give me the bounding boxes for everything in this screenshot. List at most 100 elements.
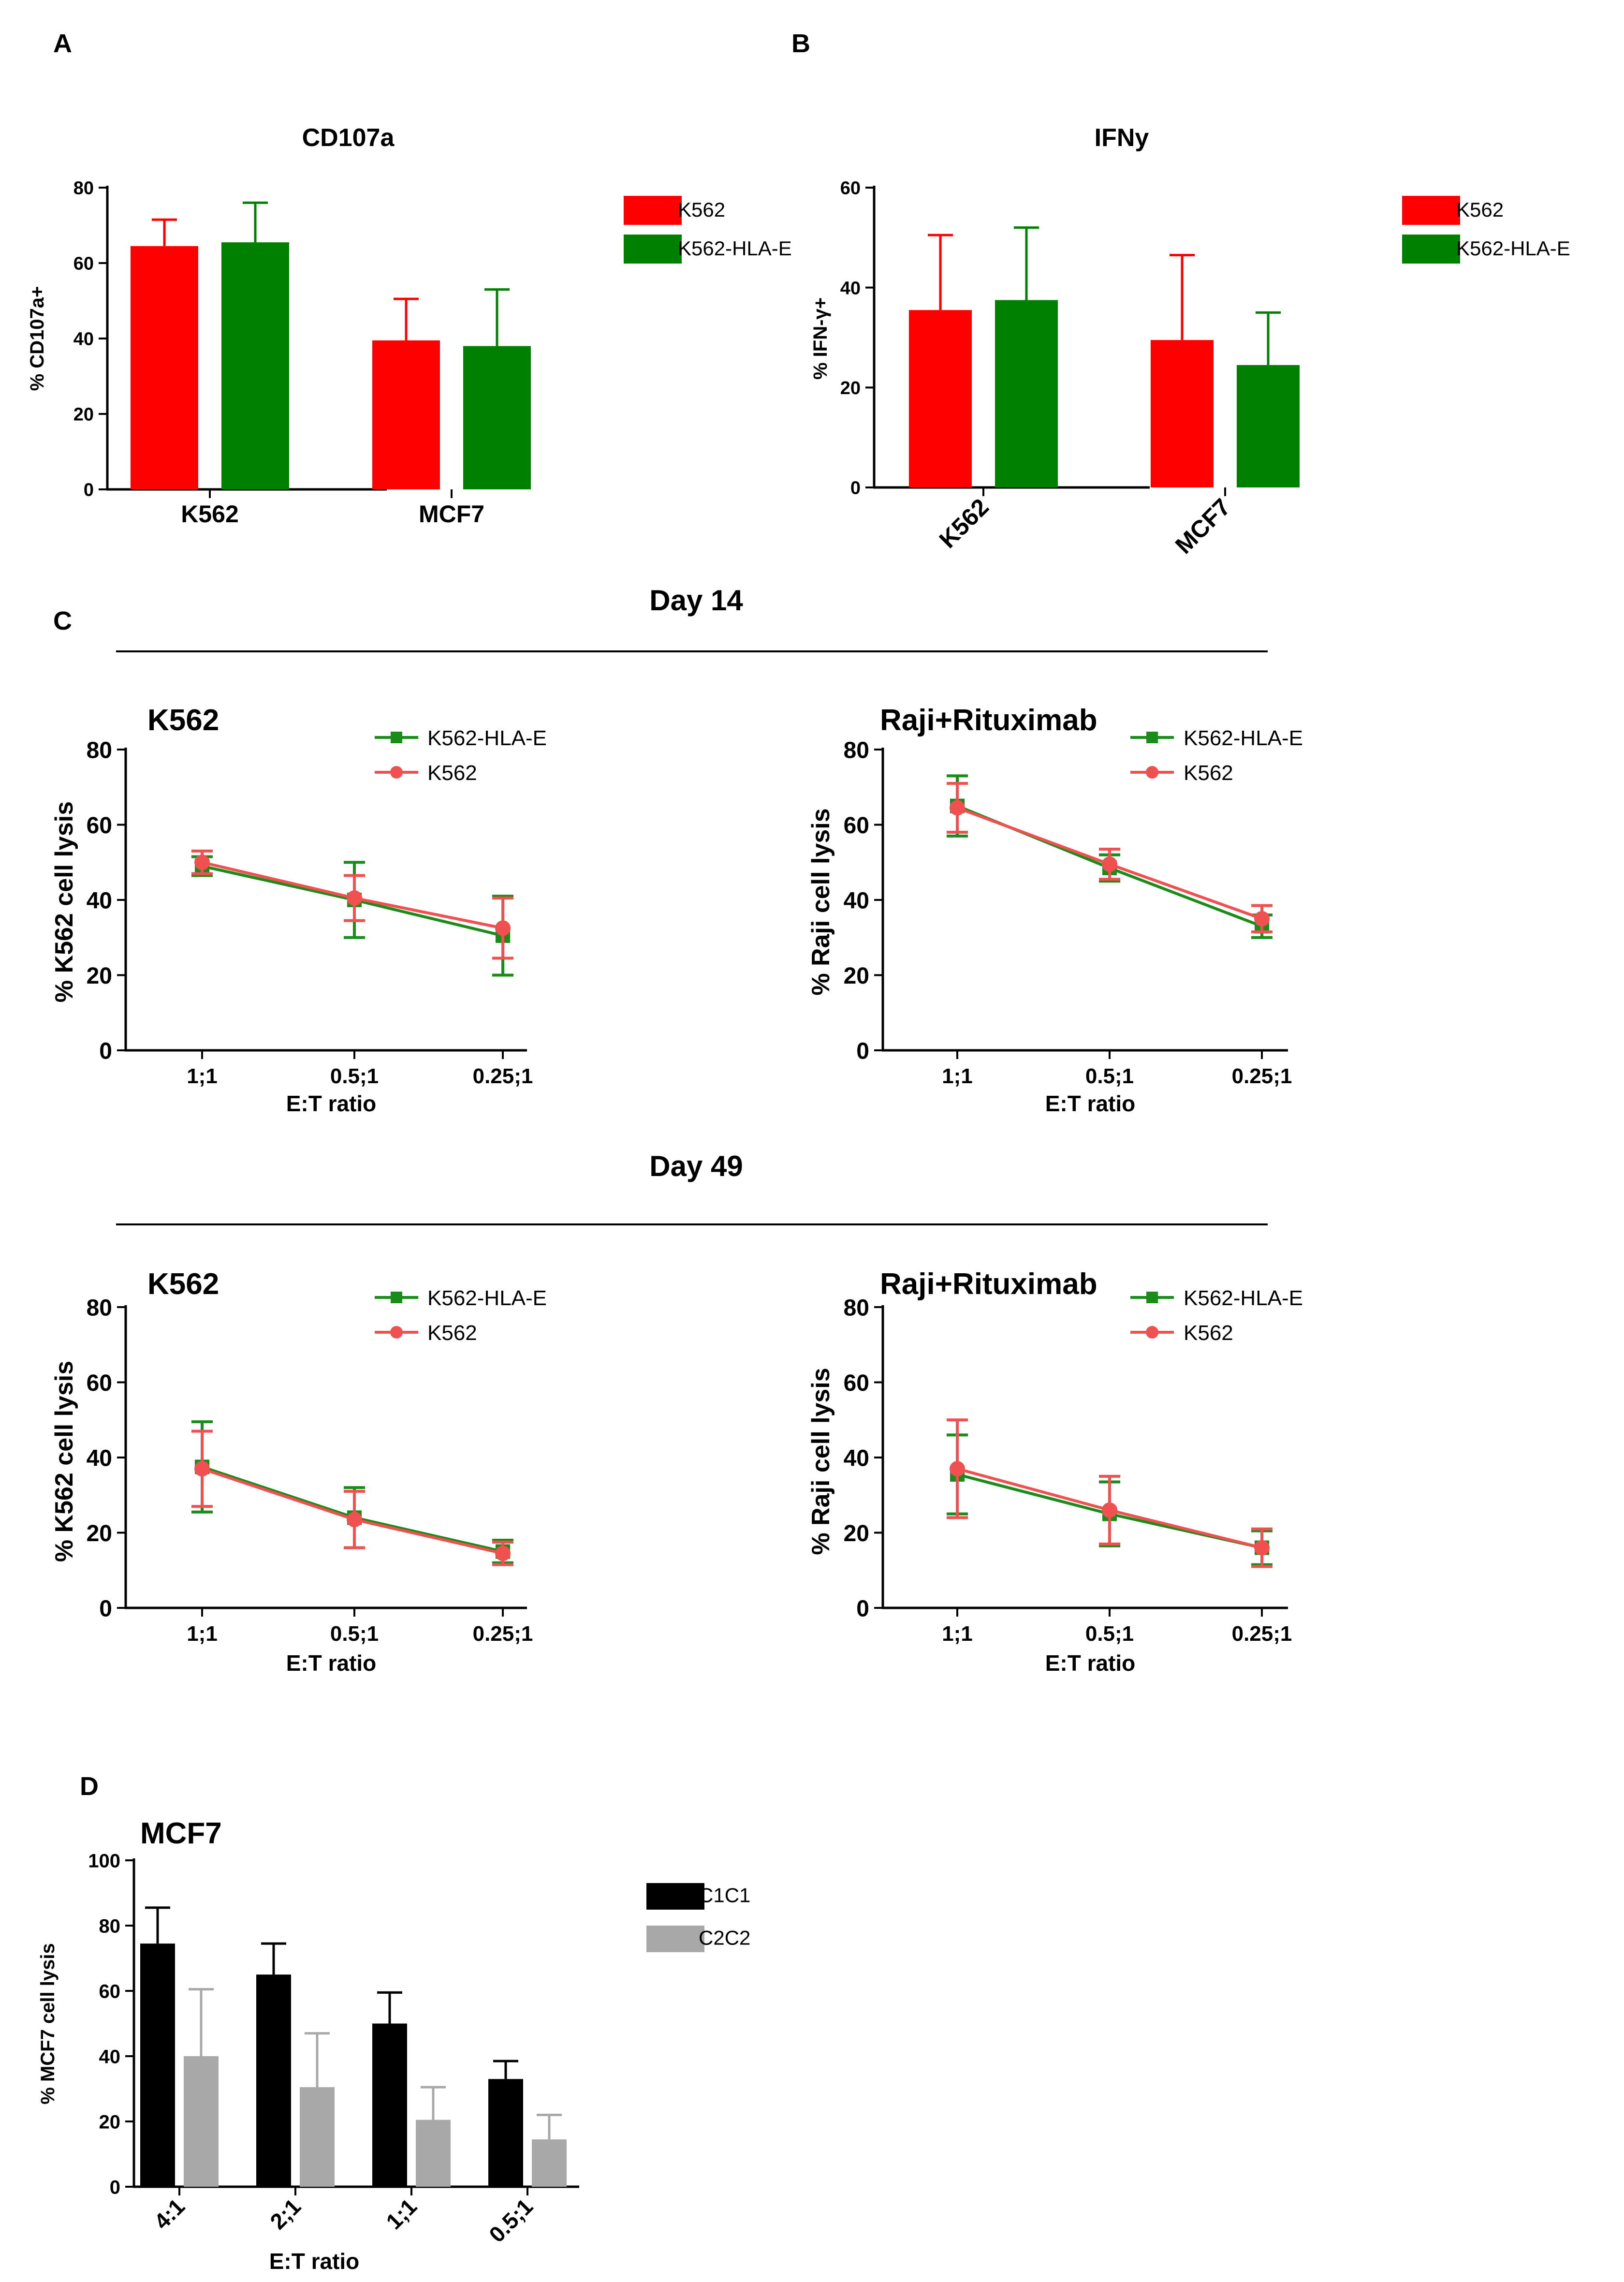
- chart-title: MCF7: [140, 1817, 222, 1850]
- y-tick-label: 0: [110, 2177, 120, 2198]
- legend-swatch: [1402, 235, 1460, 264]
- x-axis-label: E:T ratio: [1045, 1650, 1136, 1676]
- x-tick-label: MCF7: [419, 501, 484, 528]
- legend-label: K562: [1184, 1321, 1233, 1345]
- y-tick-label: 80: [844, 737, 869, 763]
- y-tick-label: 40: [844, 888, 869, 913]
- data-point-k562: [950, 800, 965, 816]
- y-tick-label: 20: [73, 405, 94, 425]
- y-tick-label: 80: [87, 737, 112, 763]
- data-point-k562: [194, 1461, 210, 1477]
- chart-panel-c4: 0 20 40 60 80 Raji+Rituximab % Raji cell lysis…: [807, 1267, 1303, 1676]
- y-tick-label: 80: [844, 1295, 869, 1321]
- chart-panel-b: 0 20 40 60 IFNy % IFN-γ+ K562 MCF7 K562 K562-HLA-…: [810, 124, 1570, 559]
- legend-marker: [1146, 1326, 1158, 1339]
- bar-c1c1-2: [372, 2023, 407, 2187]
- chart-panel-c1: 0 20 40 60 80 K562 % K562 cell lysis E:T ratio 1…: [50, 704, 547, 1116]
- bar-k562-0: [909, 310, 972, 487]
- series-line-k562-hla-e: [202, 1465, 503, 1553]
- static-layer: A B C D Day 14 Day 49: [53, 29, 1268, 1801]
- panel-label-c: C: [53, 606, 72, 635]
- x-tick-label: 1;1: [187, 1064, 218, 1088]
- data-point-k562: [495, 920, 511, 936]
- charts-layer: 0 20 40 60 80 CD107a % CD107a+ K562 MCF7 K562 K562…: [27, 124, 1570, 2274]
- chart-title: Raji+Rituximab: [880, 1267, 1097, 1301]
- y-tick-label: 0: [850, 478, 861, 499]
- legend-label: K562: [427, 1321, 477, 1345]
- bar-k562-hla-e-1: [1237, 365, 1300, 487]
- x-tick-label: 1;1: [381, 2194, 422, 2234]
- legend-label: K562-HLA-E: [1456, 237, 1570, 260]
- legend-swatch: [646, 1883, 704, 1910]
- y-tick-label: 60: [840, 178, 861, 199]
- data-point-k562: [1254, 911, 1270, 927]
- x-tick-label: 1;1: [187, 1622, 218, 1646]
- legend-label: K562: [1184, 761, 1233, 785]
- chart-panel-d: 0 20 40 60 80 100 MCF7 % MCF7 cell lysis E:T rat…: [37, 1817, 750, 2274]
- x-axis-label: E:T ratio: [1045, 1091, 1136, 1116]
- legend-marker: [390, 1326, 403, 1339]
- legend-swatch: [624, 235, 682, 264]
- y-axis-label: % K562 cell lysis: [50, 1361, 78, 1562]
- bar-c1c1-0: [140, 1943, 175, 2187]
- y-tick-label: 40: [840, 278, 861, 298]
- y-axis-label: % CD107a+: [27, 286, 48, 391]
- bar-k562-hla-e-1: [463, 346, 531, 489]
- x-tick-label: 0.5;1: [1085, 1622, 1134, 1646]
- chart-panel-a: 0 20 40 60 80 CD107a % CD107a+ K562 MCF7 K562 K562…: [27, 124, 792, 528]
- x-tick-label: 0.5;1: [330, 1622, 379, 1646]
- x-axis-label: E:T ratio: [269, 2249, 360, 2274]
- bar-c2c2-3: [532, 2139, 567, 2187]
- chart-panel-c2: 0 20 40 60 80 Raji+Rituximab % Raji cell lysis…: [807, 704, 1303, 1116]
- y-tick-label: 20: [87, 1521, 112, 1546]
- x-tick-label: 4:1: [149, 2194, 190, 2234]
- panel-label-d: D: [80, 1772, 99, 1801]
- legend-label: C2C2: [699, 1927, 750, 1949]
- chart-title: K562: [147, 1267, 219, 1301]
- legend-label: K562-HLA-E: [1184, 726, 1303, 750]
- chart-title: K562: [147, 704, 219, 737]
- bar-k562-1: [372, 340, 440, 489]
- x-tick-label: 0.25;1: [1232, 1622, 1292, 1646]
- legend-marker: [1146, 732, 1158, 743]
- data-point-k562: [1254, 1540, 1270, 1556]
- y-tick-label: 60: [87, 813, 112, 839]
- legend-swatch: [646, 1926, 704, 1952]
- x-tick-label: 0.5;1: [1085, 1064, 1134, 1088]
- legend-label: K562: [1456, 198, 1504, 221]
- y-tick-label: 20: [840, 378, 861, 398]
- section-title-day14: Day 14: [649, 584, 743, 617]
- y-axis-label: % IFN-γ+: [810, 297, 831, 380]
- y-tick-label: 0: [99, 1038, 112, 1064]
- y-tick-label: 60: [99, 1981, 121, 2002]
- bar-c1c1-3: [488, 2079, 523, 2187]
- legend-marker: [391, 1292, 402, 1303]
- legend-label: K562-HLA-E: [427, 726, 547, 750]
- y-tick-label: 60: [844, 1370, 869, 1396]
- y-tick-label: 40: [99, 2046, 121, 2067]
- data-point-k562: [347, 1512, 362, 1528]
- y-tick-label: 0: [99, 1596, 112, 1621]
- legend-label: K562: [678, 198, 725, 221]
- x-tick-label: 0.25;1: [473, 1622, 533, 1646]
- bar-c2c2-2: [416, 2120, 451, 2187]
- bar-k562-1: [1151, 340, 1214, 487]
- bar-c2c2-0: [184, 2056, 219, 2187]
- y-tick-label: 40: [73, 329, 94, 350]
- x-axis-label: E:T ratio: [286, 1650, 377, 1676]
- x-axis-label: E:T ratio: [286, 1091, 377, 1116]
- x-tick-label: 2;1: [265, 2194, 306, 2234]
- data-point-k562: [347, 890, 362, 906]
- legend-marker: [390, 766, 403, 779]
- bar-k562-hla-e-0: [221, 242, 289, 489]
- y-tick-label: 60: [87, 1370, 112, 1396]
- legend-marker: [391, 732, 402, 743]
- x-tick-label: K562: [181, 501, 239, 528]
- y-tick-label: 20: [87, 963, 112, 989]
- y-tick-label: 20: [99, 2111, 121, 2133]
- legend-label: K562-HLA-E: [1184, 1286, 1303, 1310]
- x-tick-label: 0.25;1: [473, 1064, 533, 1088]
- data-point-k562: [194, 854, 210, 870]
- y-tick-label: 20: [844, 1521, 869, 1546]
